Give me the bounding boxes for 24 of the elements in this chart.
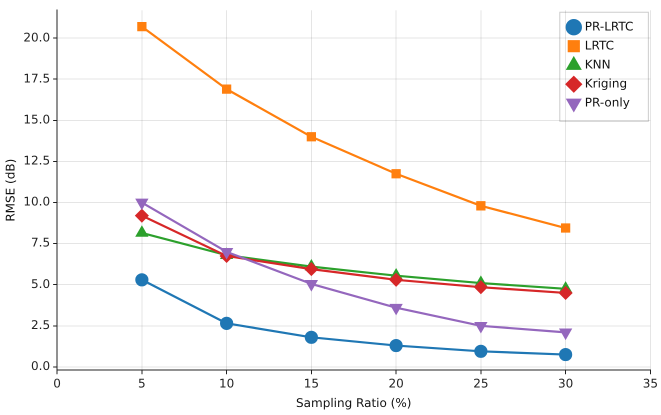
x-tick-label: 25 [473,376,489,391]
x-tick-label: 5 [138,376,146,391]
x-tick-label: 30 [558,376,574,391]
x-tick-label: 15 [304,376,320,391]
y-tick-label: 15.0 [23,112,50,126]
legend-label: PR-LRTC [584,19,634,34]
x-tick-label: 10 [218,376,234,391]
legend-label: PR-only [584,95,630,110]
y-tick-label: 2.5 [31,318,50,332]
legend-label: LRTC [584,38,614,52]
x-tick-label: 0 [53,376,61,391]
x-tick-label: 20 [388,376,404,391]
y-tick-label: 20.0 [23,30,50,44]
y-tick-label: 5.0 [31,276,50,291]
y-tick-label: 7.5 [31,236,50,250]
y-axis-title: RMSE (dB) [3,158,18,222]
x-axis-title: Sampling Ratio (%) [296,396,412,410]
legend-label: KNN [584,57,611,72]
y-tick-label: 17.5 [23,71,50,86]
x-tick-label: 35 [642,376,658,391]
y-tick-label: 10.0 [23,194,50,209]
legend-label: Kriging [584,76,628,90]
y-tick-label: 12.5 [23,154,50,168]
y-tick-label: 0.0 [31,359,50,374]
